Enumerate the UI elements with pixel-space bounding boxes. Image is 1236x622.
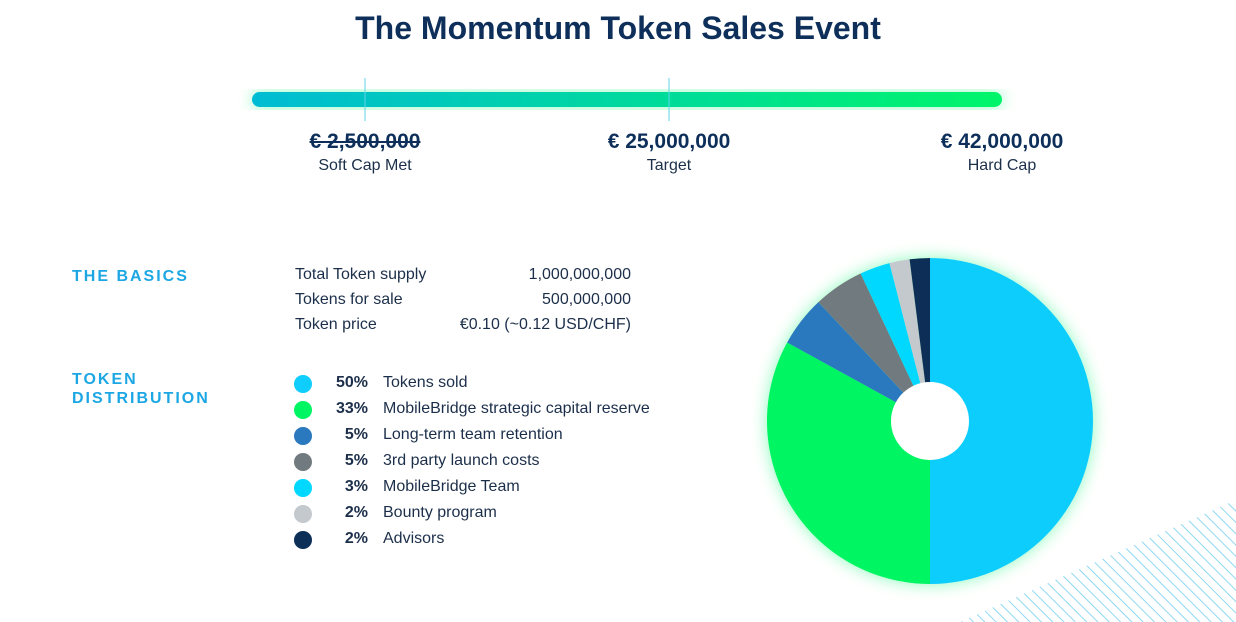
basics-value: €0.10 (~0.12 USD/CHF) [459,316,631,333]
legend-value: 50% [335,374,368,391]
legend-swatch [294,505,312,523]
milestone-label: Target [646,157,692,174]
legend-value: 5% [344,452,368,469]
pie-slice [787,302,930,421]
section-heading: THE BASICS [72,268,189,285]
legend-swatch [294,479,312,497]
legend-swatch [294,531,312,549]
legend-value: 5% [344,426,368,443]
basics-value: 1,000,000,000 [528,266,631,283]
legend-label: 3rd party launch costs [383,452,540,469]
pie-slice [860,263,930,421]
pie [766,258,1093,584]
pie-slice [766,342,930,584]
page-title: The Momentum Token Sales Event [355,10,881,46]
legend-label: Advisors [383,530,445,547]
donut-hole [891,382,969,460]
milestone-amount: € 42,000,000 [940,130,1064,153]
legend-value: 2% [344,504,368,521]
milestone-label: Soft Cap Met [318,157,412,174]
legend-swatch [294,427,312,445]
milestone-amount: € 25,000,000 [607,130,731,153]
legend-swatch [294,453,312,471]
legend-swatch [294,401,312,419]
legend-label: Long-term team retention [383,426,563,443]
legend-value: 3% [344,478,368,495]
legend-value: 2% [344,530,368,547]
legend-swatch [294,375,312,393]
milestone-amount: € 2,500,000 [309,130,421,153]
section-heading: TOKEN DISTRIBUTION [72,371,210,407]
basics-value: 500,000,000 [542,291,631,308]
basics-label: Total Token supply [295,266,427,283]
decoration [960,500,1236,622]
pie-slice [889,259,930,421]
progress-bar [252,92,1002,107]
legend-label: Bounty program [383,504,497,521]
milestone-label: Hard Cap [967,157,1037,174]
legend-label: MobileBridge strategic capital reserve [383,400,650,417]
basics-label: Token price [295,316,377,333]
legend-label: MobileBridge Team [383,478,520,495]
legend-label: Tokens sold [383,374,468,391]
pie-slice [930,258,1093,584]
basics-label: Tokens for sale [295,291,403,308]
pie-slice [818,273,930,421]
legend-value: 33% [335,400,368,417]
pie-slice [909,258,930,421]
